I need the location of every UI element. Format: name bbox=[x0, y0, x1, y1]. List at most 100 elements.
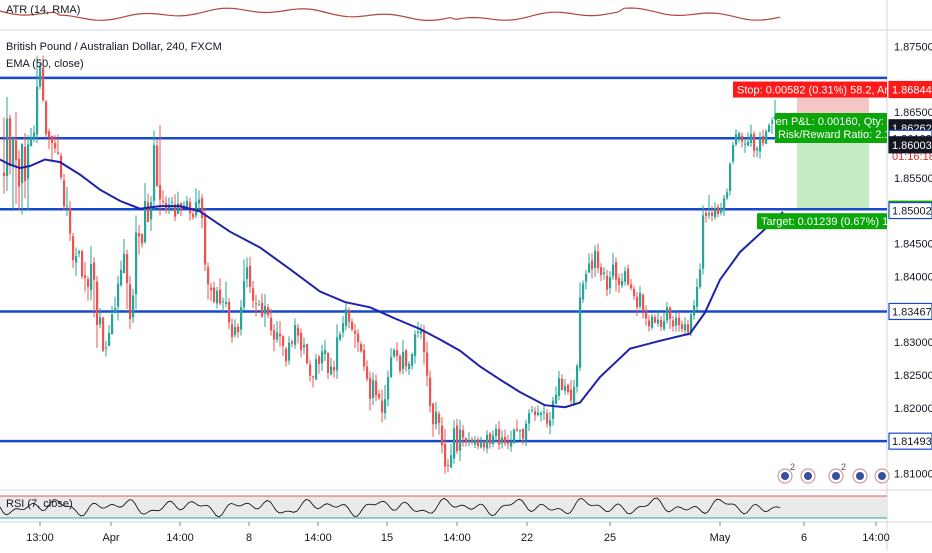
candle-body bbox=[114, 307, 117, 314]
candle-body bbox=[468, 440, 471, 442]
candle-body bbox=[195, 202, 198, 216]
y-tick-label: 1.87500 bbox=[894, 41, 932, 53]
candle-body bbox=[345, 309, 348, 326]
candle-body bbox=[738, 133, 741, 138]
candle-body bbox=[714, 208, 717, 218]
candle-body bbox=[762, 135, 765, 144]
candle-body bbox=[465, 438, 468, 443]
candle-body bbox=[24, 146, 27, 182]
risk-reward-label: Risk/Reward Ratio: 2.13 bbox=[778, 129, 897, 141]
candle-body bbox=[720, 208, 723, 213]
candle-body bbox=[549, 420, 552, 427]
x-tick-label: May bbox=[710, 532, 731, 544]
candle-body bbox=[216, 290, 219, 304]
candle-body bbox=[438, 413, 441, 423]
rsi-line bbox=[0, 497, 781, 518]
candle-body bbox=[120, 269, 123, 285]
candle-body bbox=[627, 268, 630, 285]
candle-body bbox=[315, 359, 318, 380]
candle-body bbox=[135, 232, 138, 295]
price-tag-label: 1.86844 bbox=[892, 85, 932, 97]
candle-body bbox=[429, 377, 432, 406]
candle-body bbox=[603, 272, 606, 274]
candle-body bbox=[201, 198, 204, 218]
candle-body bbox=[240, 307, 243, 330]
candle-body bbox=[39, 66, 42, 87]
candle-body bbox=[378, 394, 381, 398]
candle-body bbox=[450, 455, 453, 468]
x-tick-label: 6 bbox=[801, 532, 807, 544]
candle-body bbox=[441, 425, 444, 446]
candle-body bbox=[228, 302, 231, 323]
price-tag-label: 1.83467 bbox=[892, 306, 932, 318]
open-pnl-bg bbox=[775, 113, 887, 143]
candle-body bbox=[174, 204, 177, 217]
y-tick-label: 1.85500 bbox=[894, 173, 932, 185]
y-tick-label: 1.82500 bbox=[894, 370, 932, 382]
candle-body bbox=[252, 288, 255, 301]
candle-body bbox=[528, 413, 531, 424]
candle-body bbox=[768, 125, 771, 132]
candle-body bbox=[288, 342, 291, 361]
target-label-bg bbox=[757, 213, 887, 230]
candle-body bbox=[558, 378, 561, 397]
x-tick-label: 14:00 bbox=[443, 532, 471, 544]
candle-body bbox=[30, 137, 33, 147]
candle-body bbox=[387, 376, 390, 400]
candle-body bbox=[411, 353, 414, 366]
candle-body bbox=[327, 352, 330, 374]
candle-body bbox=[408, 363, 411, 370]
candle-body bbox=[3, 172, 6, 176]
candle-body bbox=[285, 348, 288, 362]
x-tick-label: Apr bbox=[102, 532, 119, 544]
candle-body bbox=[594, 250, 597, 268]
candle-body bbox=[366, 366, 369, 379]
candle-body bbox=[255, 303, 258, 305]
candle-body bbox=[420, 330, 423, 334]
candle-body bbox=[162, 200, 165, 202]
candle-body bbox=[291, 341, 294, 344]
candle-body bbox=[231, 324, 234, 337]
candle-body bbox=[396, 350, 399, 356]
candle-body bbox=[489, 433, 492, 444]
candle-body bbox=[669, 307, 672, 320]
candle-body bbox=[726, 192, 729, 199]
candle-body bbox=[705, 212, 708, 216]
price-tag-bg bbox=[888, 136, 932, 154]
candle-body bbox=[132, 295, 135, 318]
candle-body bbox=[642, 294, 645, 310]
price-tag-bg bbox=[888, 201, 932, 220]
y-tick-label: 1.86500 bbox=[894, 107, 932, 119]
candle-body bbox=[570, 389, 573, 401]
candle-body bbox=[645, 311, 648, 319]
candle-body bbox=[600, 267, 603, 276]
y-tick-label: 1.84500 bbox=[894, 239, 932, 251]
candle-body bbox=[753, 133, 756, 151]
candle-body bbox=[672, 320, 675, 327]
candle-body bbox=[27, 144, 30, 179]
candle-body bbox=[72, 236, 75, 260]
x-tick-label: 8 bbox=[246, 532, 252, 544]
candle-body bbox=[81, 251, 84, 277]
candle-body bbox=[498, 428, 501, 445]
candle-body bbox=[621, 281, 624, 286]
price-tag-bg bbox=[888, 432, 932, 450]
candle-body bbox=[48, 131, 51, 138]
candle-body bbox=[612, 264, 615, 277]
candle-body bbox=[84, 275, 87, 278]
candle-body bbox=[591, 260, 594, 270]
candle-body bbox=[21, 144, 24, 184]
target-label: Target: 0.01239 (0.67%) 123.9, Amo bbox=[761, 216, 932, 228]
event-flag-count: 2 bbox=[841, 462, 846, 472]
candle-body bbox=[147, 202, 150, 222]
candle-body bbox=[6, 118, 9, 176]
candle-body bbox=[561, 378, 564, 391]
candle-body bbox=[390, 357, 393, 377]
candle-body bbox=[198, 199, 201, 204]
event-flag-icon-center bbox=[832, 472, 840, 480]
candle-body bbox=[711, 212, 714, 216]
candle-body bbox=[663, 321, 666, 329]
candle-body bbox=[699, 269, 702, 287]
candle-body bbox=[276, 332, 279, 340]
